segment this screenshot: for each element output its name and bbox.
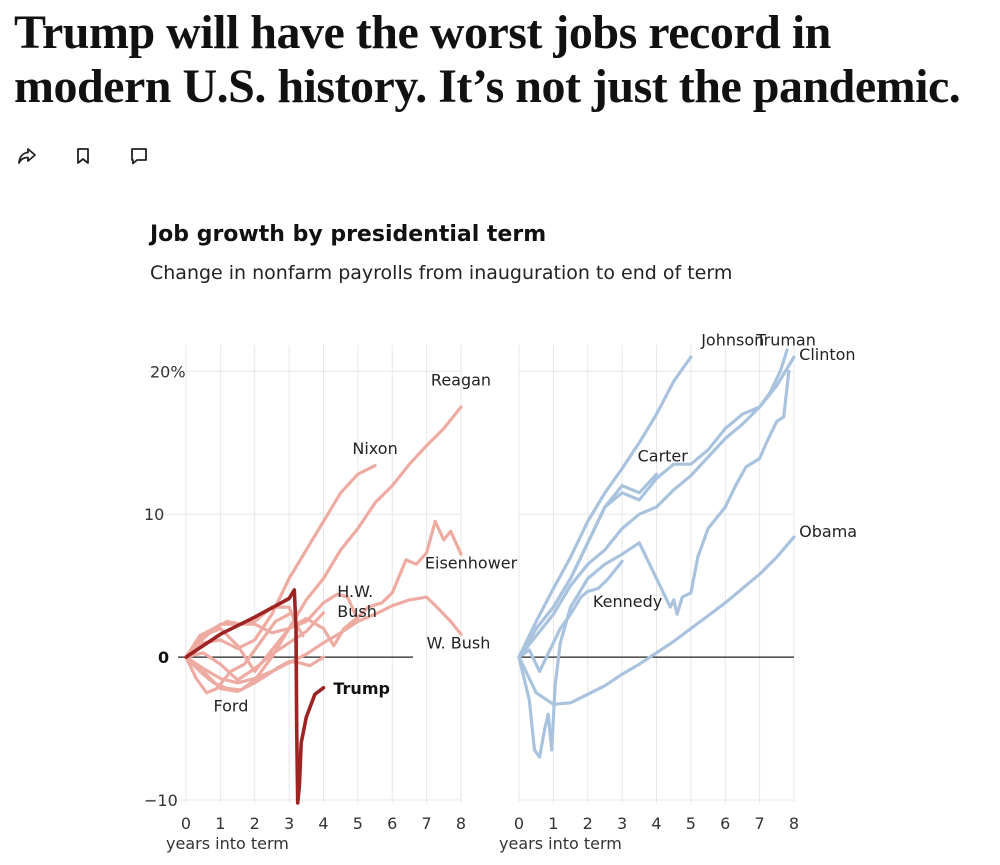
series-line-unlabeled xyxy=(184,605,305,659)
x-tick-label: 6 xyxy=(387,814,397,833)
series-line-reagan xyxy=(184,405,463,692)
x-tick-label: 2 xyxy=(583,814,593,833)
chart-panel-left: 0 1 2 3 4 5 6 7 8 years into term Reagan Nixon Eisen… xyxy=(148,345,518,853)
x-tick-label: 8 xyxy=(456,814,466,833)
headline: Trump will have the worst jobs record in… xyxy=(14,6,961,113)
x-tick-label: 0 xyxy=(514,814,524,833)
series-line-w-bush xyxy=(184,595,463,685)
bookmark-icon[interactable] xyxy=(70,143,96,169)
series-line-kennedy xyxy=(517,559,624,673)
series-label: Ford xyxy=(214,696,249,715)
series-line-eisenhower xyxy=(184,519,463,673)
series-line-unlabeled xyxy=(517,369,791,759)
series-line-unlabeled xyxy=(184,611,326,682)
series-label: Kennedy xyxy=(593,592,662,611)
series-line-clinton xyxy=(517,355,796,659)
series-label: Eisenhower xyxy=(425,553,518,572)
series-line-nixon xyxy=(184,464,377,659)
series-label-trump: Trump xyxy=(333,679,390,698)
x-tick-label: 7 xyxy=(755,814,765,833)
x-axis-label: years into term xyxy=(166,834,289,853)
x-tick-label: 6 xyxy=(720,814,730,833)
x-tick-label: 4 xyxy=(651,814,661,833)
series-label: Obama xyxy=(799,522,857,541)
x-tick-label: 4 xyxy=(318,814,328,833)
x-tick-label: 8 xyxy=(789,814,799,833)
x-tick-label: 1 xyxy=(548,814,558,833)
series-line-trump xyxy=(184,588,326,805)
x-tick-label: 3 xyxy=(284,814,294,833)
y-tick-label-zero: 0 xyxy=(158,648,169,667)
chart-panel-right: 0 1 2 3 4 5 6 7 8 years into term JohnsonTrumanCli… xyxy=(499,331,857,853)
x-tick-label: 1 xyxy=(215,814,225,833)
series-label: Truman xyxy=(755,331,816,350)
series-label: Clinton xyxy=(799,345,855,364)
x-tick-label: 2 xyxy=(250,814,260,833)
series-line-ford xyxy=(184,612,291,695)
series-label: Reagan xyxy=(431,371,491,390)
comment-icon[interactable] xyxy=(126,143,152,169)
article-actions xyxy=(14,143,152,169)
x-tick-label: 7 xyxy=(422,814,432,833)
series-label: Nixon xyxy=(352,439,397,458)
share-icon[interactable] xyxy=(14,143,40,169)
series-line-johnson xyxy=(517,355,693,659)
y-tick-label: −10 xyxy=(144,791,178,810)
x-tick-label: 5 xyxy=(353,814,363,833)
x-tick-label: 3 xyxy=(617,814,627,833)
chart-title: Job growth by presidential term xyxy=(150,222,547,247)
x-tick-label: 0 xyxy=(181,814,191,833)
series-line-carter xyxy=(517,472,659,659)
series-line-unlabeled xyxy=(184,655,326,693)
series-label: Carter xyxy=(638,446,689,465)
x-tick-label: 5 xyxy=(686,814,696,833)
series-label: H.W. Bush xyxy=(337,582,377,621)
y-tick-label: 10 xyxy=(144,505,164,524)
chart-subtitle: Change in nonfarm payrolls from inaugura… xyxy=(150,262,733,284)
series-line-obama xyxy=(517,535,796,706)
y-tick-label: 20% xyxy=(150,362,186,381)
series-label: W. Bush xyxy=(427,634,491,653)
series-label: Johnson xyxy=(700,331,764,350)
x-axis-label: years into term xyxy=(499,834,622,853)
